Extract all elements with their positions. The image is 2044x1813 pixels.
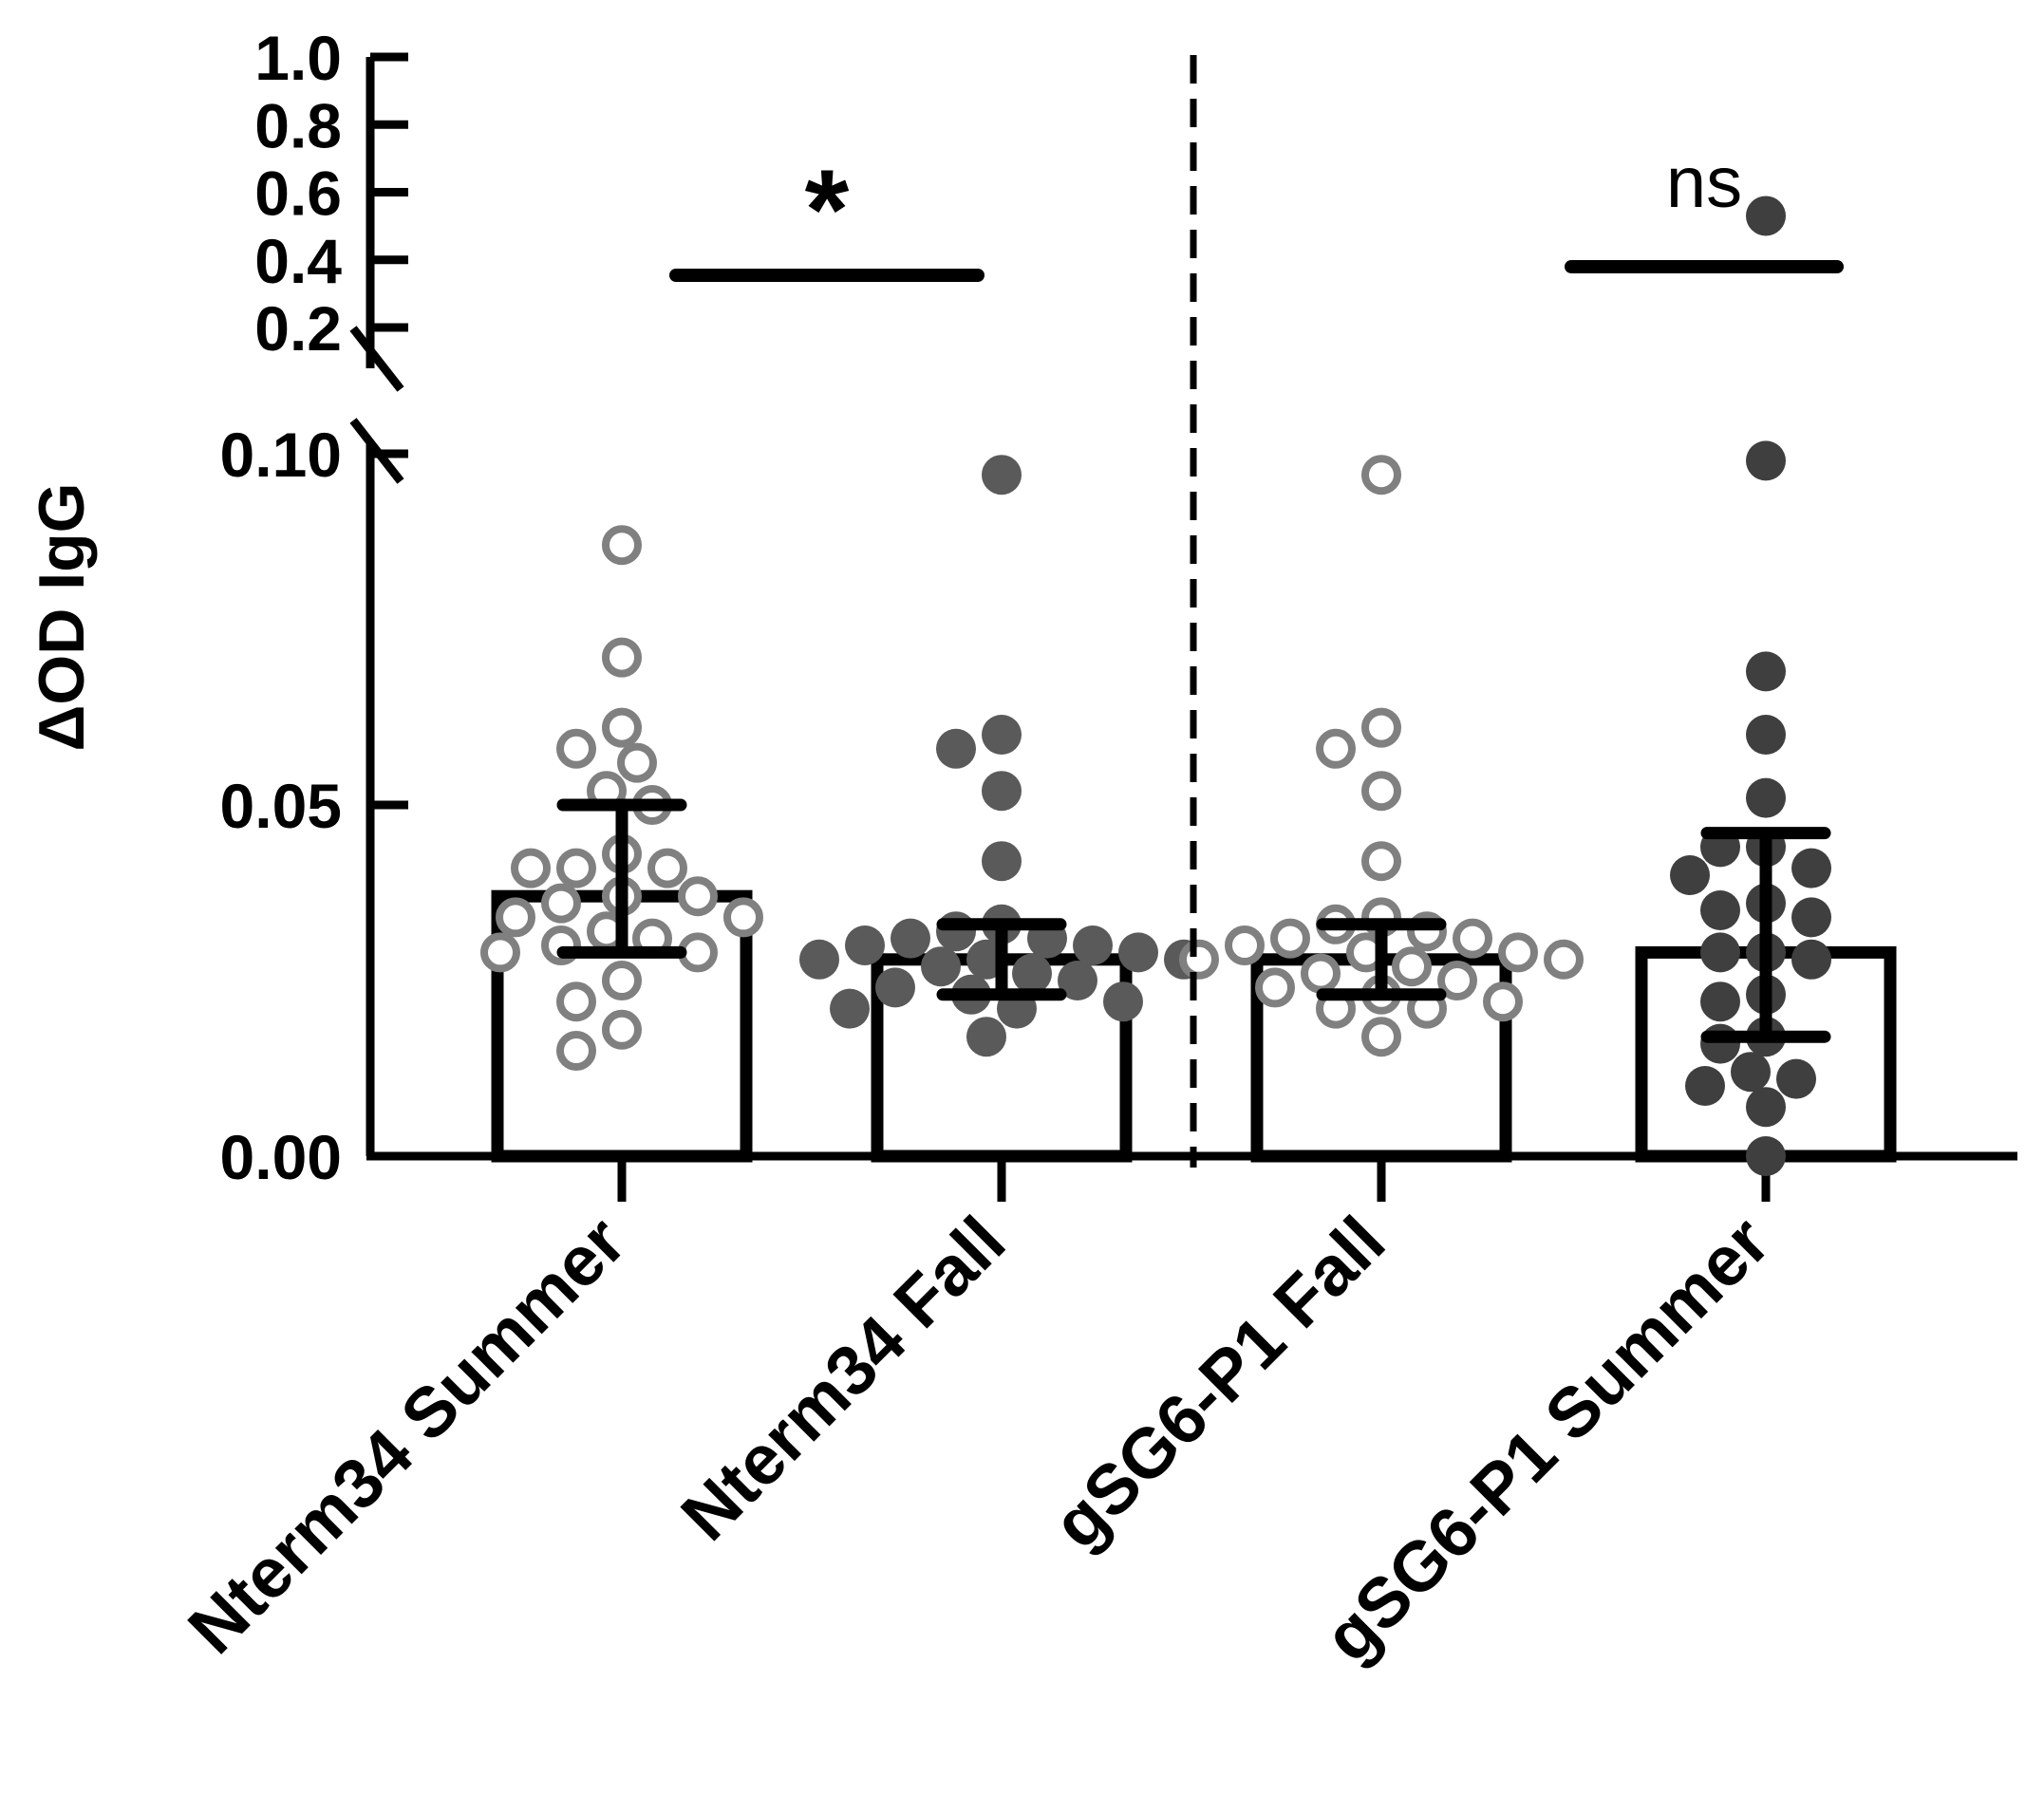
data-point [1179, 939, 1219, 980]
data-point [1670, 855, 1710, 895]
data-point [480, 932, 520, 973]
data-point [496, 897, 535, 938]
data-point [1700, 981, 1740, 1022]
data-point [1118, 932, 1158, 973]
data-point [921, 946, 961, 987]
data-point [1791, 897, 1831, 938]
data-point [1058, 961, 1097, 1000]
data-point [936, 728, 976, 769]
data-point [1685, 1066, 1725, 1106]
significance-annotations: * ns [669, 55, 1844, 1168]
data-point [982, 841, 1022, 882]
data-point [1700, 1023, 1740, 1064]
data-point [556, 848, 596, 888]
data-point [1437, 961, 1477, 1000]
data-point [1073, 925, 1113, 965]
data-point [982, 771, 1022, 812]
y-tick-label: 0.6 [254, 159, 342, 229]
data-point [678, 876, 718, 917]
data-point [541, 883, 581, 924]
data-point [1483, 981, 1523, 1022]
data-point [647, 848, 687, 888]
data-point [602, 707, 642, 748]
y-tick-label: 0.10 [220, 420, 342, 490]
data-point [936, 911, 976, 952]
data-point [1700, 890, 1740, 930]
data-point [1544, 939, 1584, 980]
y-tick-label: 0.8 [254, 90, 342, 160]
y-axis-label: ΔOD IgG [26, 482, 98, 751]
data-point [1746, 651, 1786, 692]
data-point [602, 525, 642, 566]
data-point [617, 742, 657, 783]
data-point [1361, 455, 1401, 495]
x-tick-label: Nterm34 Summer [173, 1202, 640, 1669]
data-point [1700, 932, 1740, 973]
data-point [1453, 918, 1492, 959]
data-point [1746, 777, 1786, 818]
data-point [966, 1017, 1006, 1057]
data-point [799, 939, 839, 980]
data-point [1746, 440, 1786, 481]
data-point [1225, 925, 1265, 965]
data-point [1776, 1058, 1816, 1099]
y-tick-label: 0.05 [220, 771, 342, 841]
data-point [1361, 841, 1401, 882]
data-point [1361, 1017, 1401, 1057]
data-point [1791, 848, 1831, 888]
data-point [982, 455, 1022, 495]
data-point [1498, 932, 1538, 973]
significance-label: * [805, 146, 850, 273]
data-point [602, 961, 642, 1000]
data-point [1012, 953, 1052, 994]
data-point [1103, 981, 1143, 1022]
data-point [1301, 953, 1341, 994]
data-point [1746, 196, 1786, 236]
data-point [556, 728, 596, 769]
x-tick-label: gSG6-P1 Fall [1038, 1202, 1399, 1563]
data-point [982, 715, 1022, 755]
data-point [1361, 707, 1401, 748]
data-point [875, 967, 915, 1008]
data-point [556, 1031, 596, 1071]
y-tick-label: 0.00 [220, 1122, 342, 1192]
data-point [1731, 1052, 1771, 1093]
data-point [602, 637, 642, 678]
data-point [602, 1009, 642, 1050]
data-point [556, 981, 596, 1022]
data-point [1746, 1136, 1786, 1176]
x-tick-label: Nterm34 Fall [666, 1202, 1021, 1556]
axis-break-mark [349, 326, 404, 392]
data-point [1316, 728, 1356, 769]
data-point [845, 925, 885, 965]
significance-label: ns [1666, 142, 1742, 223]
data-point [1791, 939, 1831, 980]
y-tick-label: 1.0 [254, 23, 342, 93]
data-point [1255, 967, 1295, 1008]
data-point [830, 988, 870, 1029]
data-points [480, 196, 1831, 1176]
data-point [1361, 771, 1401, 812]
data-point [723, 897, 763, 938]
data-point [1746, 715, 1786, 755]
y-tick-label: 0.2 [254, 293, 342, 364]
data-point [891, 918, 930, 959]
y-tick-label: 0.4 [254, 226, 342, 296]
data-point [1270, 918, 1310, 959]
data-point [1392, 946, 1432, 987]
data-point [1746, 1087, 1786, 1128]
data-point [511, 848, 551, 888]
error-bars [556, 798, 1831, 1043]
